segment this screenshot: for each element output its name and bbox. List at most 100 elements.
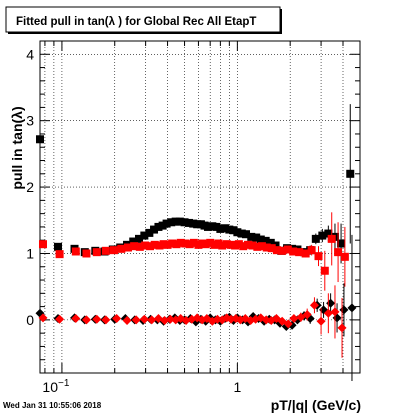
- data-point: [165, 314, 175, 324]
- data-point: [189, 238, 198, 247]
- data-point: [347, 303, 357, 313]
- data-point: [216, 224, 225, 233]
- data-point: [239, 242, 248, 251]
- title-box: [5, 6, 281, 33]
- data-point: [283, 319, 293, 329]
- data-point: [54, 242, 63, 251]
- data-point: [162, 219, 171, 228]
- data-point: [145, 228, 154, 237]
- data-point: [252, 233, 261, 242]
- x-axis-title: pT/|q| (GeV/c): [271, 397, 361, 413]
- data-point: [184, 218, 193, 227]
- data-point: [278, 246, 287, 255]
- data-point: [117, 244, 126, 253]
- data-point: [206, 238, 215, 247]
- data-point: [141, 241, 150, 250]
- data-point: [225, 225, 234, 234]
- data-point: [140, 231, 149, 240]
- data-point: [247, 232, 256, 241]
- data-point: [267, 244, 276, 253]
- data-point: [334, 248, 343, 257]
- y-tick-label: 4: [26, 46, 34, 62]
- data-point: [134, 234, 143, 243]
- data-point: [346, 169, 355, 178]
- data-point: [222, 240, 231, 249]
- data-point: [150, 225, 159, 234]
- data-point: [314, 252, 323, 261]
- data-point: [71, 247, 80, 256]
- data-point: [208, 222, 217, 231]
- data-point: [323, 308, 333, 318]
- data-point: [147, 315, 157, 325]
- data-point: [327, 234, 336, 243]
- data-point: [251, 314, 261, 324]
- data-point: [154, 222, 163, 231]
- data-point: [171, 217, 180, 226]
- data-point: [266, 238, 275, 247]
- data-point: [257, 242, 266, 251]
- data-point: [92, 248, 101, 257]
- data-point: [295, 248, 304, 257]
- data-point: [185, 240, 194, 249]
- data-point: [131, 315, 141, 325]
- data-point: [337, 323, 347, 333]
- data-point: [139, 314, 149, 324]
- data-point: [296, 312, 306, 322]
- data-point: [316, 316, 326, 326]
- data-point: [324, 229, 333, 238]
- data-point: [168, 239, 177, 248]
- data-point: [201, 240, 210, 249]
- data-point: [210, 240, 219, 249]
- data-point: [109, 246, 118, 255]
- data-point: [55, 250, 64, 259]
- data-point: [262, 243, 271, 252]
- data-point: [180, 218, 189, 227]
- data-point: [337, 239, 346, 248]
- data-point: [272, 246, 281, 255]
- plot-frame: [39, 40, 361, 374]
- data-point: [244, 240, 253, 249]
- data-point: [163, 240, 172, 249]
- y-tick-label: 1: [26, 245, 34, 261]
- data-point: [181, 239, 190, 248]
- data-point: [330, 307, 340, 317]
- data-point: [82, 249, 91, 258]
- data-point: [203, 222, 212, 231]
- data-point: [129, 237, 138, 246]
- y-tick-label: 3: [26, 113, 34, 129]
- data-point: [256, 235, 265, 244]
- data-point: [81, 315, 91, 325]
- data-point: [242, 230, 251, 239]
- data-point: [283, 245, 292, 254]
- series-sigma-red: [38, 212, 349, 291]
- data-point: [150, 240, 159, 249]
- data-point: [155, 241, 164, 250]
- data-point: [220, 224, 229, 233]
- data-point: [233, 228, 242, 237]
- data-point: [176, 238, 185, 247]
- data-point: [253, 242, 262, 251]
- timestamp: Wed Jan 31 10:55:06 2018: [3, 401, 102, 410]
- y-axis-title: pull in tan(λ): [9, 106, 25, 189]
- data-point: [289, 314, 299, 324]
- data-point: [218, 241, 227, 250]
- x-tick-label: 1: [233, 379, 241, 395]
- data-point: [318, 231, 327, 240]
- data-layer: [35, 104, 357, 381]
- series-mean-red: [38, 285, 347, 358]
- data-point: [101, 246, 110, 255]
- data-point: [130, 242, 139, 251]
- data-point: [340, 252, 349, 261]
- title-box-shadow-side: [280, 9, 282, 34]
- data-point: [261, 236, 270, 245]
- y-tick-label: 0: [26, 312, 34, 328]
- data-point: [38, 240, 47, 249]
- data-point: [307, 246, 316, 255]
- y-tick-label: 2: [26, 179, 34, 195]
- data-point: [122, 316, 132, 326]
- data-point: [172, 240, 181, 249]
- data-point: [227, 240, 236, 249]
- data-point: [36, 135, 44, 144]
